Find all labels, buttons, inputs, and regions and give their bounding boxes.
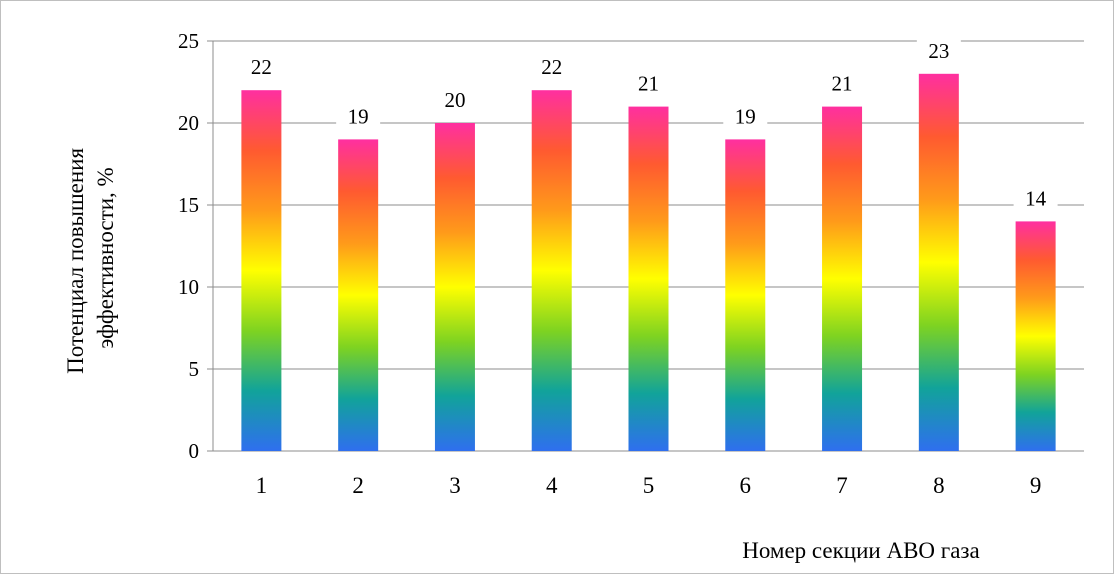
x-tick-label-2: 2 (352, 473, 364, 498)
data-labels: 22 19 20 22 21 19 21 23 14 (239, 35, 1058, 212)
data-label-bg-4 (529, 52, 574, 81)
bar-3 (434, 123, 475, 451)
y-tick-label-25: 25 (178, 29, 199, 53)
data-label-8: 23 (928, 39, 949, 63)
data-label-bg-1 (239, 52, 284, 81)
y-tick-labels: 0 5 10 15 20 25 (178, 29, 199, 463)
x-tick-label-3: 3 (449, 473, 461, 498)
x-axis-title: Номер секции АВО газа (742, 538, 979, 563)
x-tick-label-8: 8 (933, 473, 945, 498)
bar-1 (241, 90, 282, 451)
y-axis-title: Потенциал повышения эффективности, % (63, 142, 118, 374)
x-tick-label-1: 1 (256, 473, 268, 498)
y-tick-label-20: 20 (178, 111, 199, 135)
y-tick-label-0: 0 (189, 439, 200, 463)
x-tick-label-4: 4 (546, 473, 558, 498)
data-label-bg-6 (723, 101, 768, 130)
x-tick-label-7: 7 (836, 473, 848, 498)
y-tick-label-10: 10 (178, 275, 199, 299)
y-axis-title-line-2: эффективности, % (93, 167, 118, 348)
y-axis-title-line-1: Потенциал повышения (63, 148, 88, 374)
x-tick-label-5: 5 (643, 473, 655, 498)
bars (241, 73, 1056, 452)
y-tick-label-15: 15 (178, 193, 199, 217)
data-label-bg-8 (916, 35, 961, 64)
data-label-bg-3 (432, 85, 477, 113)
data-label-2: 19 (348, 104, 369, 128)
bar-6 (725, 139, 766, 451)
data-label-4: 22 (541, 55, 562, 79)
bar-8 (918, 73, 959, 452)
data-label-6: 19 (735, 104, 756, 128)
data-label-5: 21 (638, 72, 659, 96)
data-label-bg-2 (336, 101, 381, 130)
x-tick-label-9: 9 (1030, 473, 1042, 498)
data-label-9: 14 (1025, 186, 1047, 210)
bar-4 (531, 90, 572, 451)
data-label-1: 22 (251, 55, 272, 79)
bar-5 (628, 106, 669, 451)
x-tick-label-6: 6 (740, 473, 752, 498)
bar-9 (1015, 221, 1056, 451)
bar-2 (338, 139, 379, 451)
data-label-3: 20 (444, 88, 465, 112)
data-label-bg-7 (820, 68, 865, 97)
bar-7 (822, 106, 863, 451)
data-label-bg-5 (626, 68, 671, 97)
y-tick-label-5: 5 (189, 357, 200, 381)
x-tick-labels: 1 2 3 4 5 6 7 8 9 (256, 473, 1042, 498)
data-label-bg-9 (1013, 183, 1058, 212)
data-label-7: 21 (832, 72, 853, 96)
